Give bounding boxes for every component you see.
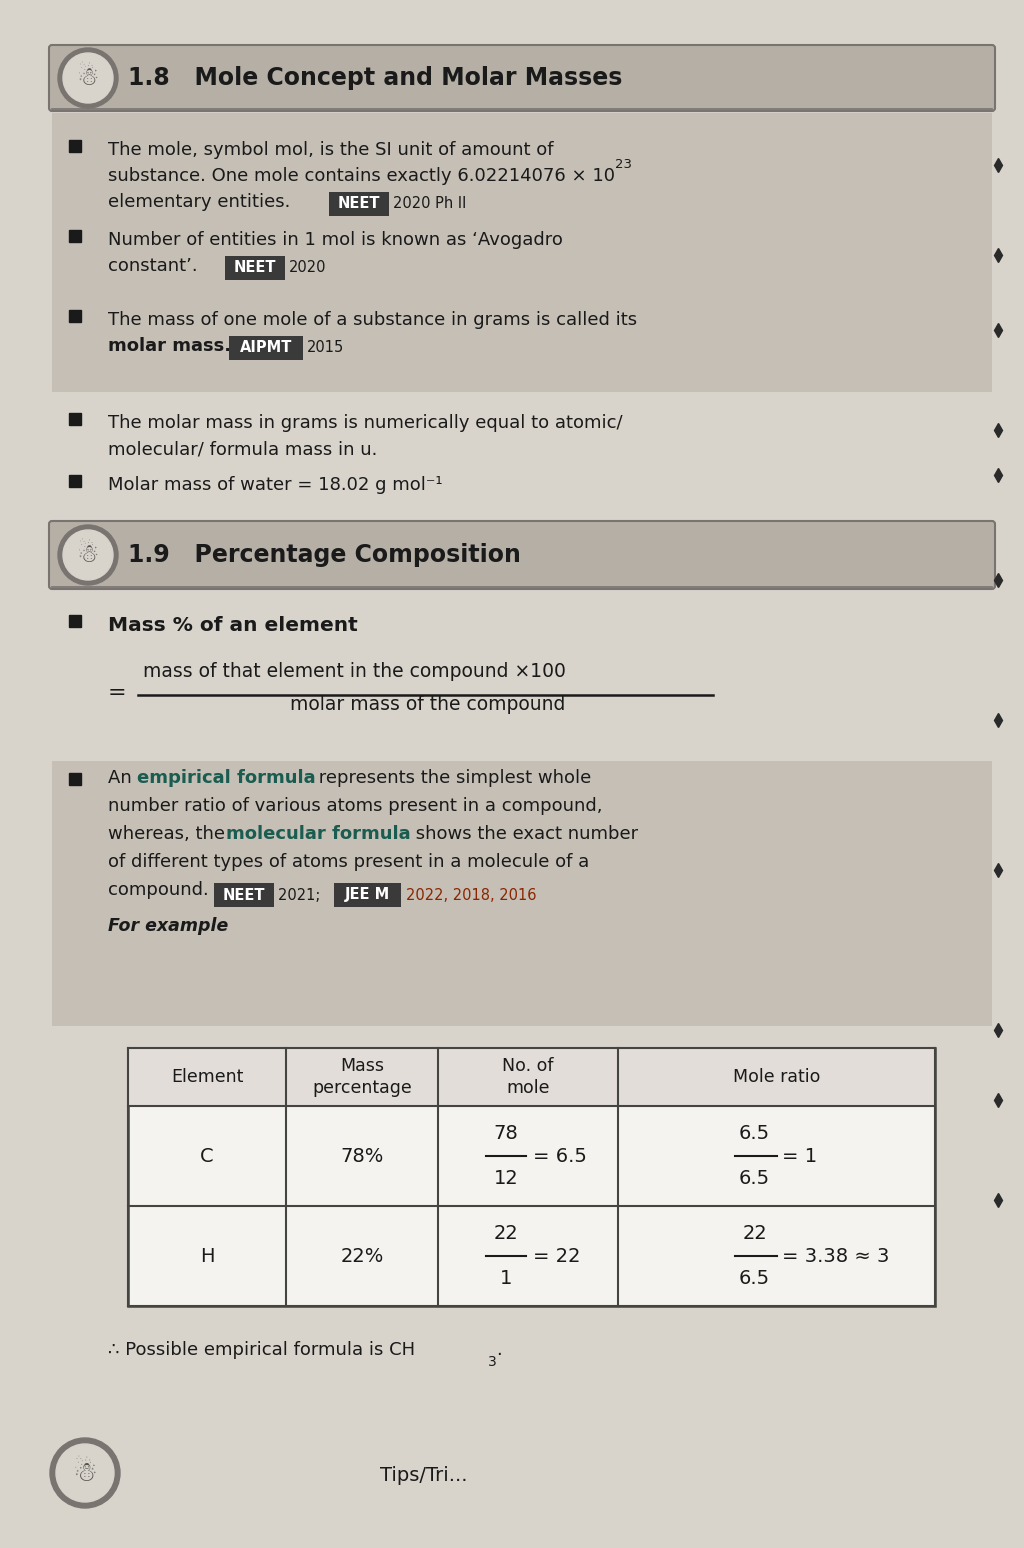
Text: 2021;: 2021;: [278, 887, 325, 902]
Text: ☃: ☃: [77, 543, 99, 567]
Text: 2020: 2020: [289, 260, 327, 276]
Text: 23: 23: [615, 158, 632, 170]
Text: = 22: = 22: [534, 1246, 581, 1266]
Text: H: H: [200, 1246, 214, 1266]
FancyBboxPatch shape: [52, 113, 992, 392]
Text: The mass of one mole of a substance in grams is called its: The mass of one mole of a substance in g…: [108, 311, 637, 330]
Text: An: An: [108, 769, 137, 786]
Text: molar mass.: molar mass.: [108, 337, 231, 354]
Text: For example: For example: [108, 916, 228, 935]
Text: Mass
percentage: Mass percentage: [312, 1057, 412, 1098]
FancyBboxPatch shape: [214, 882, 274, 907]
Text: molar mass of the compound: molar mass of the compound: [291, 695, 565, 714]
Text: empirical formula: empirical formula: [137, 769, 315, 786]
Text: mass of that element in the compound ×100: mass of that element in the compound ×10…: [143, 663, 566, 681]
Text: Tips/Tri...: Tips/Tri...: [380, 1466, 468, 1485]
Text: = 6.5: = 6.5: [534, 1147, 587, 1166]
Text: molecular/ formula mass in u.: molecular/ formula mass in u.: [108, 440, 378, 458]
Text: =: =: [108, 683, 127, 703]
Circle shape: [58, 525, 118, 585]
Text: 2022, 2018, 2016: 2022, 2018, 2016: [406, 887, 537, 902]
Text: compound.: compound.: [108, 881, 209, 899]
FancyBboxPatch shape: [225, 255, 285, 280]
Text: NEET: NEET: [223, 887, 265, 902]
Text: elementary entities.: elementary entities.: [108, 194, 291, 211]
Text: 2020 Ph II: 2020 Ph II: [393, 197, 466, 212]
Text: molecular formula: molecular formula: [226, 825, 411, 844]
Circle shape: [63, 53, 113, 104]
Text: 3: 3: [488, 1354, 497, 1368]
Text: 22%: 22%: [340, 1246, 384, 1266]
Text: NEET: NEET: [233, 260, 276, 276]
Text: 78%: 78%: [340, 1147, 384, 1166]
Text: AIPMT: AIPMT: [240, 341, 292, 356]
Circle shape: [58, 48, 118, 108]
Text: shows the exact number: shows the exact number: [410, 825, 638, 844]
Text: whereas, the: whereas, the: [108, 825, 230, 844]
Text: Molar mass of water = 18.02 g mol⁻¹: Molar mass of water = 18.02 g mol⁻¹: [108, 475, 442, 494]
Text: ∴ Possible empirical formula is CH: ∴ Possible empirical formula is CH: [108, 1341, 415, 1359]
Circle shape: [63, 529, 113, 580]
FancyBboxPatch shape: [128, 1048, 935, 1307]
Text: 22: 22: [494, 1224, 518, 1243]
Text: C: C: [200, 1147, 214, 1166]
Text: 12: 12: [494, 1169, 518, 1187]
Text: NEET: NEET: [338, 197, 380, 212]
Text: = 3.38 ≈ 3: = 3.38 ≈ 3: [781, 1246, 889, 1266]
Text: The mole, symbol mol, is the SI unit of amount of: The mole, symbol mol, is the SI unit of …: [108, 141, 554, 159]
Text: = 1: = 1: [781, 1147, 816, 1166]
FancyBboxPatch shape: [49, 45, 995, 111]
Text: JEE M: JEE M: [344, 887, 389, 902]
FancyBboxPatch shape: [128, 1048, 935, 1105]
Text: Element: Element: [171, 1068, 243, 1087]
Text: Mass % of an element: Mass % of an element: [108, 616, 357, 635]
Text: 1: 1: [500, 1269, 512, 1288]
Text: .: .: [496, 1341, 502, 1359]
Text: substance. One mole contains exactly 6.02214076 × 10: substance. One mole contains exactly 6.0…: [108, 167, 615, 186]
Text: 1.9   Percentage Composition: 1.9 Percentage Composition: [128, 543, 521, 567]
Circle shape: [56, 1444, 114, 1502]
Text: of different types of atoms present in a molecule of a: of different types of atoms present in a…: [108, 853, 589, 872]
FancyBboxPatch shape: [49, 522, 995, 588]
Text: No. of
mole: No. of mole: [502, 1057, 554, 1098]
Text: ☃: ☃: [77, 67, 99, 90]
Text: 78: 78: [494, 1124, 518, 1142]
FancyBboxPatch shape: [334, 882, 401, 907]
Text: constant’.: constant’.: [108, 257, 198, 276]
Text: Number of entities in 1 mol is known as ‘Avogadro: Number of entities in 1 mol is known as …: [108, 231, 563, 249]
Circle shape: [50, 1438, 120, 1508]
Text: represents the simplest whole: represents the simplest whole: [313, 769, 591, 786]
Text: Mole ratio: Mole ratio: [733, 1068, 820, 1087]
FancyBboxPatch shape: [52, 762, 992, 1026]
Text: number ratio of various atoms present in a compound,: number ratio of various atoms present in…: [108, 797, 602, 814]
Text: The molar mass in grams is numerically equal to atomic/: The molar mass in grams is numerically e…: [108, 413, 623, 432]
FancyBboxPatch shape: [229, 336, 303, 361]
Text: 1.8   Mole Concept and Molar Masses: 1.8 Mole Concept and Molar Masses: [128, 67, 623, 90]
Text: ☃: ☃: [73, 1460, 97, 1488]
Text: 6.5: 6.5: [739, 1269, 770, 1288]
Text: 6.5: 6.5: [739, 1169, 770, 1187]
Text: 6.5: 6.5: [739, 1124, 770, 1142]
FancyBboxPatch shape: [329, 192, 389, 217]
Text: 2015: 2015: [307, 341, 344, 356]
Text: 22: 22: [742, 1224, 767, 1243]
